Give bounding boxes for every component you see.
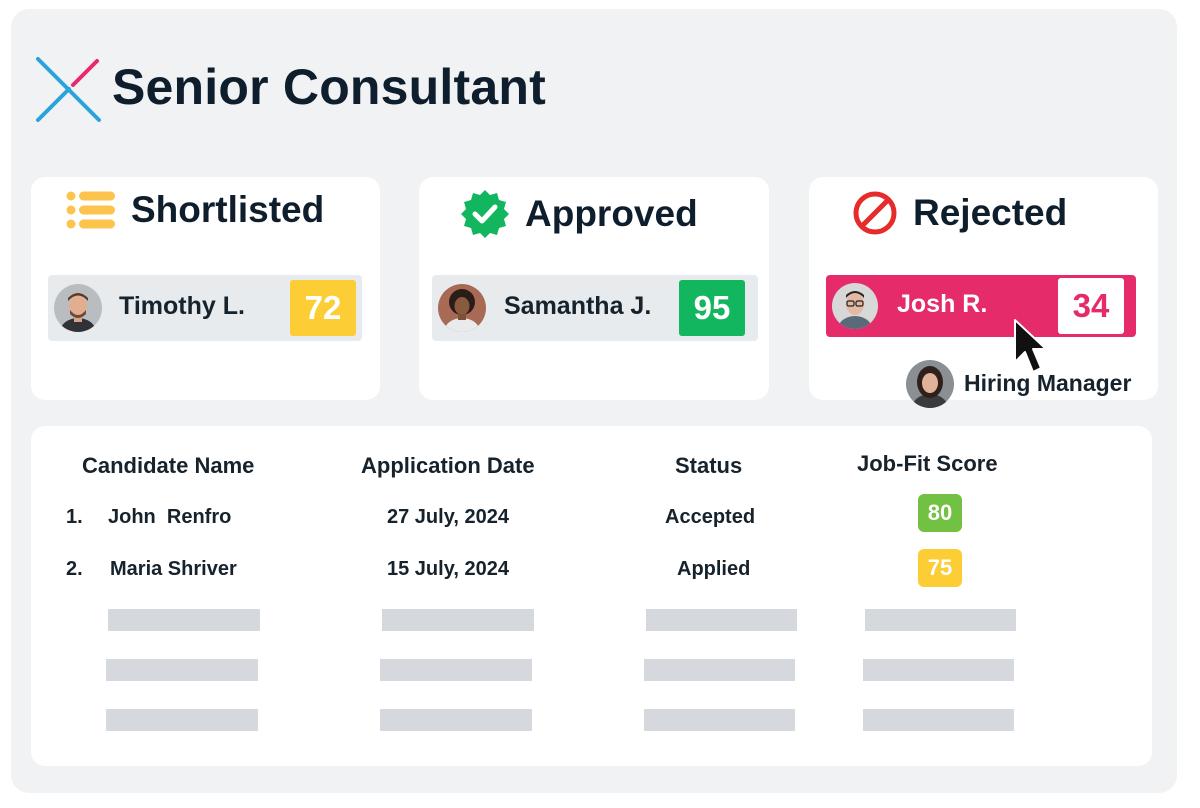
column-header-status[interactable]: Status xyxy=(675,453,743,478)
placeholder-bar xyxy=(380,709,532,731)
rejected-card: Rejected Josh R. 34 xyxy=(809,177,1158,400)
candidate-name: Josh R. xyxy=(897,290,988,318)
candidate-name: Timothy L. xyxy=(119,292,245,320)
score-badge: 72 xyxy=(290,280,356,336)
application-date-cell: 27 July, 2024 xyxy=(387,506,509,528)
placeholder-bar xyxy=(382,609,534,631)
placeholder-bar xyxy=(644,659,795,681)
status-cell: Accepted xyxy=(665,506,756,528)
approved-card: Approved Samantha J. 95 xyxy=(419,177,769,400)
score-badge: 34 xyxy=(1058,278,1124,334)
column-header-job-fit-score[interactable]: Job-Fit Score xyxy=(857,451,998,476)
rejected-header: Rejected xyxy=(851,189,1067,237)
row-index: 2. xyxy=(66,558,83,580)
shortlisted-card: Shortlisted Timothy L. 72 xyxy=(31,177,380,400)
shortlisted-title: Shortlisted xyxy=(131,189,325,230)
candidate-name: Samantha J. xyxy=(504,292,652,320)
placeholder-bar xyxy=(106,709,258,731)
avatar xyxy=(438,284,486,332)
row-index: 1. xyxy=(66,506,83,528)
placeholder-bar xyxy=(863,709,1014,731)
verified-badge-icon xyxy=(461,190,509,238)
placeholder-bar xyxy=(644,709,795,731)
prohibited-icon xyxy=(853,191,897,235)
hiring-manager-label: Hiring Manager xyxy=(964,370,1132,396)
placeholder-bar xyxy=(106,659,258,681)
candidate-name-cell[interactable]: Maria Shriver xyxy=(110,558,237,580)
hiring-manager-avatar xyxy=(906,360,954,408)
application-date-cell: 15 July, 2024 xyxy=(387,558,509,580)
status-cell: Applied xyxy=(677,558,751,580)
job-fit-score-badge: 75 xyxy=(918,549,962,587)
placeholder-bar xyxy=(380,659,532,681)
shortlisted-header: Shortlisted xyxy=(65,189,324,231)
placeholder-bar xyxy=(863,659,1014,681)
placeholder-bar xyxy=(108,609,260,631)
candidate-name-cell[interactable]: John Renfro xyxy=(108,506,232,528)
avatar xyxy=(54,284,102,332)
score-badge: 95 xyxy=(679,280,745,336)
approved-title: Approved xyxy=(525,193,698,234)
job-fit-score-badge: 80 xyxy=(918,494,962,532)
shortlisted-candidate-row[interactable]: Timothy L. 72 xyxy=(48,275,362,341)
approved-candidate-row[interactable]: Samantha J. 95 xyxy=(432,275,758,341)
brand-logo-icon xyxy=(36,57,101,122)
page-title: Senior Consultant xyxy=(112,59,546,115)
column-header-candidate-name[interactable]: Candidate Name xyxy=(82,453,255,478)
placeholder-bar xyxy=(646,609,797,631)
column-header-application-date[interactable]: Application Date xyxy=(361,453,535,478)
avatar xyxy=(832,283,878,329)
rejected-title: Rejected xyxy=(913,192,1068,233)
placeholder-bar xyxy=(865,609,1016,631)
mouse-cursor-icon xyxy=(1014,319,1047,373)
rejected-candidate-row[interactable]: Josh R. 34 xyxy=(826,275,1136,337)
list-icon xyxy=(66,191,115,229)
approved-header: Approved xyxy=(459,189,698,239)
